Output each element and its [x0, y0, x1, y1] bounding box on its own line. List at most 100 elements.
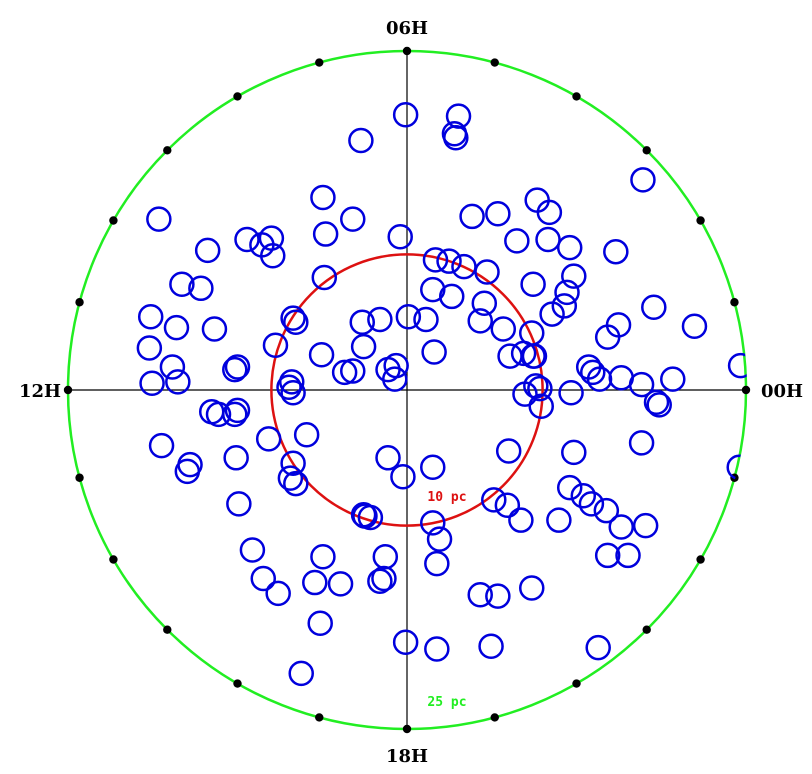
- star-marker: [585, 634, 611, 661]
- star-marker: [372, 544, 399, 570]
- star-marker: [510, 340, 537, 367]
- star-marker: [293, 421, 320, 448]
- star-marker: [165, 369, 191, 395]
- tick-dot: [490, 58, 499, 67]
- star-marker: [234, 226, 260, 253]
- star-marker: [578, 491, 605, 517]
- star-marker: [276, 374, 302, 401]
- star-marker: [727, 352, 747, 379]
- star-marker: [260, 243, 286, 269]
- star-marker: [485, 583, 511, 609]
- star-marker: [608, 514, 634, 540]
- star-marker: [504, 228, 530, 254]
- star-marker: [424, 550, 450, 577]
- star-marker: [280, 305, 306, 331]
- star-marker: [474, 259, 500, 285]
- star-marker: [554, 279, 580, 306]
- star-marker: [148, 432, 175, 459]
- star-marker: [451, 253, 477, 280]
- tick-dot: [402, 724, 412, 734]
- star-marker: [520, 271, 546, 297]
- star-marker: [603, 238, 629, 265]
- star-marker: [375, 445, 401, 471]
- hour-label-12h: 12H: [19, 381, 61, 402]
- star-marker: [424, 636, 450, 662]
- star-marker: [205, 401, 232, 428]
- star-marker: [194, 237, 221, 264]
- star-marker: [262, 332, 289, 359]
- star-marker: [528, 393, 554, 420]
- star-marker: [519, 575, 545, 601]
- star-marker: [395, 304, 422, 330]
- star-marker: [250, 565, 277, 592]
- tick-dot: [741, 385, 751, 395]
- tick-dot: [315, 58, 324, 67]
- star-marker: [174, 458, 201, 485]
- star-marker: [527, 375, 553, 402]
- tick-dot: [315, 713, 324, 722]
- star-marker: [146, 206, 172, 232]
- star-marker: [580, 359, 606, 386]
- tick-dot: [109, 555, 118, 564]
- star-marker: [681, 313, 708, 340]
- star-marker: [367, 306, 393, 333]
- star-marker: [438, 283, 465, 310]
- star-marker: [226, 491, 252, 517]
- star-marker: [163, 314, 190, 341]
- tick-dot: [63, 385, 73, 395]
- star-marker: [382, 366, 408, 392]
- star-marker: [593, 497, 620, 524]
- star-marker: [288, 660, 314, 687]
- star-marker: [481, 487, 507, 513]
- star-marker: [350, 333, 377, 360]
- star-marker: [255, 426, 282, 452]
- star-marker: [628, 430, 655, 456]
- star-marker: [512, 381, 538, 407]
- star-marker: [223, 445, 249, 471]
- star-marker: [348, 127, 374, 154]
- star-marker: [539, 301, 565, 327]
- tick-dot: [75, 298, 84, 307]
- star-marker: [524, 187, 550, 213]
- star-marker: [302, 569, 328, 596]
- star-marker: [201, 316, 228, 342]
- tick-dot: [642, 625, 651, 634]
- star-marker: [367, 568, 393, 594]
- star-marker: [570, 483, 597, 509]
- star-marker: [471, 290, 498, 316]
- star-marker: [340, 206, 366, 232]
- star-marker: [594, 324, 621, 350]
- star-marker: [641, 294, 667, 321]
- star-marker: [258, 225, 285, 251]
- tick-dot: [642, 146, 651, 155]
- star-marker: [628, 371, 655, 398]
- star-marker: [495, 438, 522, 464]
- tick-dot: [163, 625, 172, 634]
- star-marker: [283, 470, 309, 497]
- star-marker: [420, 454, 446, 481]
- star-marker: [536, 199, 563, 226]
- hour-label-00h: 00H: [761, 381, 803, 402]
- tick-dot: [233, 92, 242, 101]
- star-marker: [159, 354, 186, 380]
- star-marker: [310, 184, 336, 211]
- tick-dot: [730, 298, 739, 307]
- tick-dot: [490, 713, 499, 722]
- star-marker: [331, 359, 358, 386]
- star-marker: [390, 464, 416, 490]
- star-marker: [222, 356, 248, 383]
- star-marker: [535, 226, 561, 253]
- star-marker: [137, 304, 164, 330]
- tick-dot: [233, 679, 242, 688]
- star-marker: [169, 271, 195, 297]
- star-marker: [426, 526, 453, 552]
- hour-label-18h: 18H: [386, 746, 428, 767]
- star-marker: [520, 343, 546, 369]
- star-marker: [308, 341, 335, 368]
- star-marker: [630, 167, 656, 193]
- star-marker: [467, 308, 493, 334]
- star-marker: [421, 339, 447, 365]
- star-marker: [349, 309, 376, 335]
- star-marker: [413, 306, 439, 333]
- star-marker: [222, 401, 248, 428]
